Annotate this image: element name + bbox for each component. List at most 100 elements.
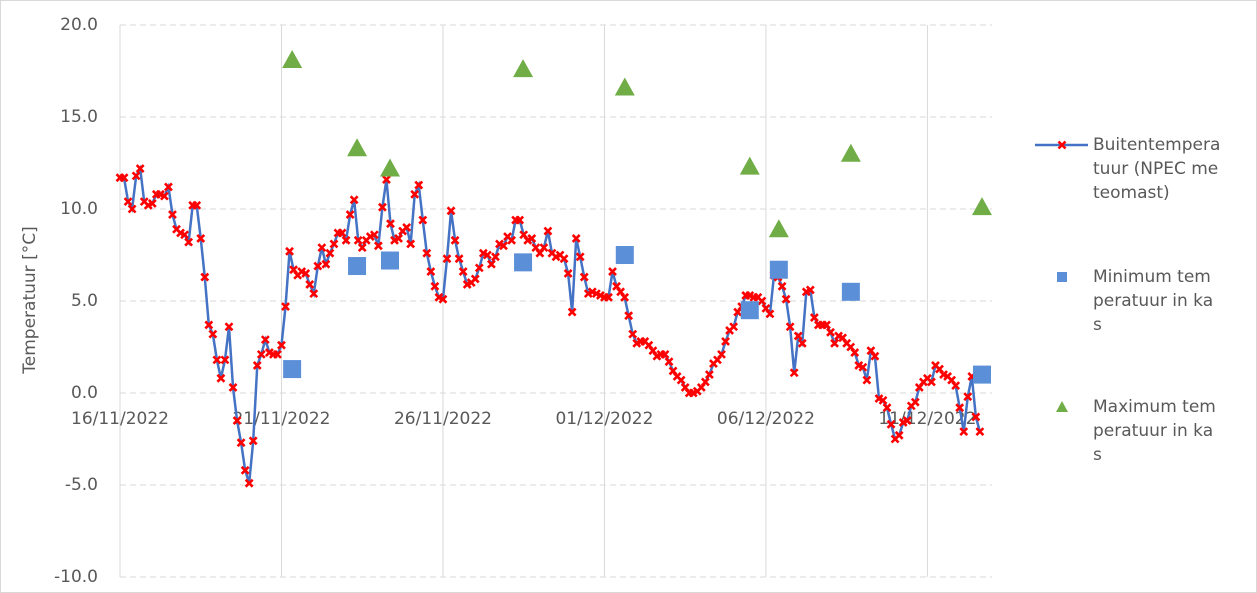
point — [567, 307, 577, 317]
point — [123, 197, 133, 207]
point — [159, 191, 169, 201]
point — [192, 200, 202, 210]
point — [341, 235, 351, 245]
point — [768, 219, 789, 238]
point — [963, 392, 973, 402]
point — [579, 272, 589, 282]
point — [410, 189, 420, 199]
point — [349, 195, 359, 205]
point — [769, 260, 788, 279]
point — [841, 282, 860, 301]
point — [507, 235, 517, 245]
point — [809, 313, 819, 322]
point — [458, 267, 468, 276]
point — [604, 292, 613, 302]
point — [277, 340, 286, 350]
x-tick-label: 06/12/2022 — [717, 409, 815, 429]
point — [527, 234, 537, 243]
point — [971, 197, 992, 216]
point — [765, 309, 775, 319]
point — [119, 173, 129, 183]
point — [660, 349, 670, 359]
point — [305, 280, 315, 289]
point — [499, 241, 508, 251]
x-tick-label: 26/11/2022 — [394, 409, 492, 429]
point — [348, 257, 367, 276]
point — [514, 253, 533, 272]
point — [664, 357, 674, 367]
point — [620, 292, 630, 302]
point — [353, 235, 363, 245]
point — [184, 237, 194, 247]
point — [442, 254, 452, 264]
point — [830, 338, 839, 348]
point — [543, 226, 553, 236]
point — [850, 348, 860, 357]
point — [236, 438, 246, 448]
point — [414, 180, 424, 190]
point — [347, 138, 368, 157]
point — [797, 338, 807, 348]
point — [406, 239, 416, 249]
point — [971, 412, 981, 422]
point — [955, 403, 965, 413]
point — [309, 289, 319, 299]
point — [212, 355, 222, 365]
point — [729, 322, 739, 332]
point — [757, 296, 767, 306]
point — [910, 397, 920, 407]
point — [357, 243, 367, 253]
legend-label: Maximum temperatuur in kas — [1093, 397, 1216, 465]
point — [882, 403, 892, 413]
point — [382, 175, 391, 184]
point — [777, 281, 787, 291]
point — [232, 416, 242, 426]
point — [220, 355, 230, 365]
point — [870, 351, 880, 361]
point — [426, 267, 436, 276]
point — [972, 365, 991, 384]
y-tick-label: 15.0 — [60, 107, 98, 127]
point — [539, 243, 549, 253]
point — [422, 248, 432, 258]
point — [224, 322, 234, 332]
y-tick-label: 5.0 — [71, 291, 98, 311]
point — [454, 254, 464, 264]
point — [418, 215, 428, 225]
point — [252, 360, 262, 370]
point — [180, 230, 190, 240]
point — [975, 427, 985, 437]
point — [927, 377, 936, 387]
point — [377, 202, 387, 212]
point — [700, 377, 710, 387]
point — [282, 49, 303, 68]
legend-label: Buitentemperatuur (NPEC meteomast) — [1093, 135, 1221, 203]
point — [563, 268, 573, 278]
point — [482, 250, 492, 260]
point — [902, 416, 912, 426]
point — [614, 77, 635, 96]
point — [273, 349, 282, 359]
point — [321, 259, 331, 269]
point — [721, 337, 730, 346]
y-tick-label: 20.0 — [60, 15, 98, 35]
point — [615, 246, 634, 264]
x-tick-label: 01/12/2022 — [555, 409, 653, 429]
point — [704, 370, 714, 380]
point — [373, 241, 383, 251]
legend-marker — [1056, 401, 1068, 412]
point — [204, 320, 214, 330]
point — [676, 375, 686, 385]
point — [739, 156, 760, 175]
point — [826, 327, 835, 337]
point — [559, 254, 569, 264]
point — [740, 301, 759, 320]
point — [283, 360, 302, 379]
y-tick-label: -5.0 — [65, 475, 98, 495]
point — [196, 234, 206, 243]
y-tick-label: 10.0 — [60, 199, 98, 219]
point — [785, 322, 795, 332]
